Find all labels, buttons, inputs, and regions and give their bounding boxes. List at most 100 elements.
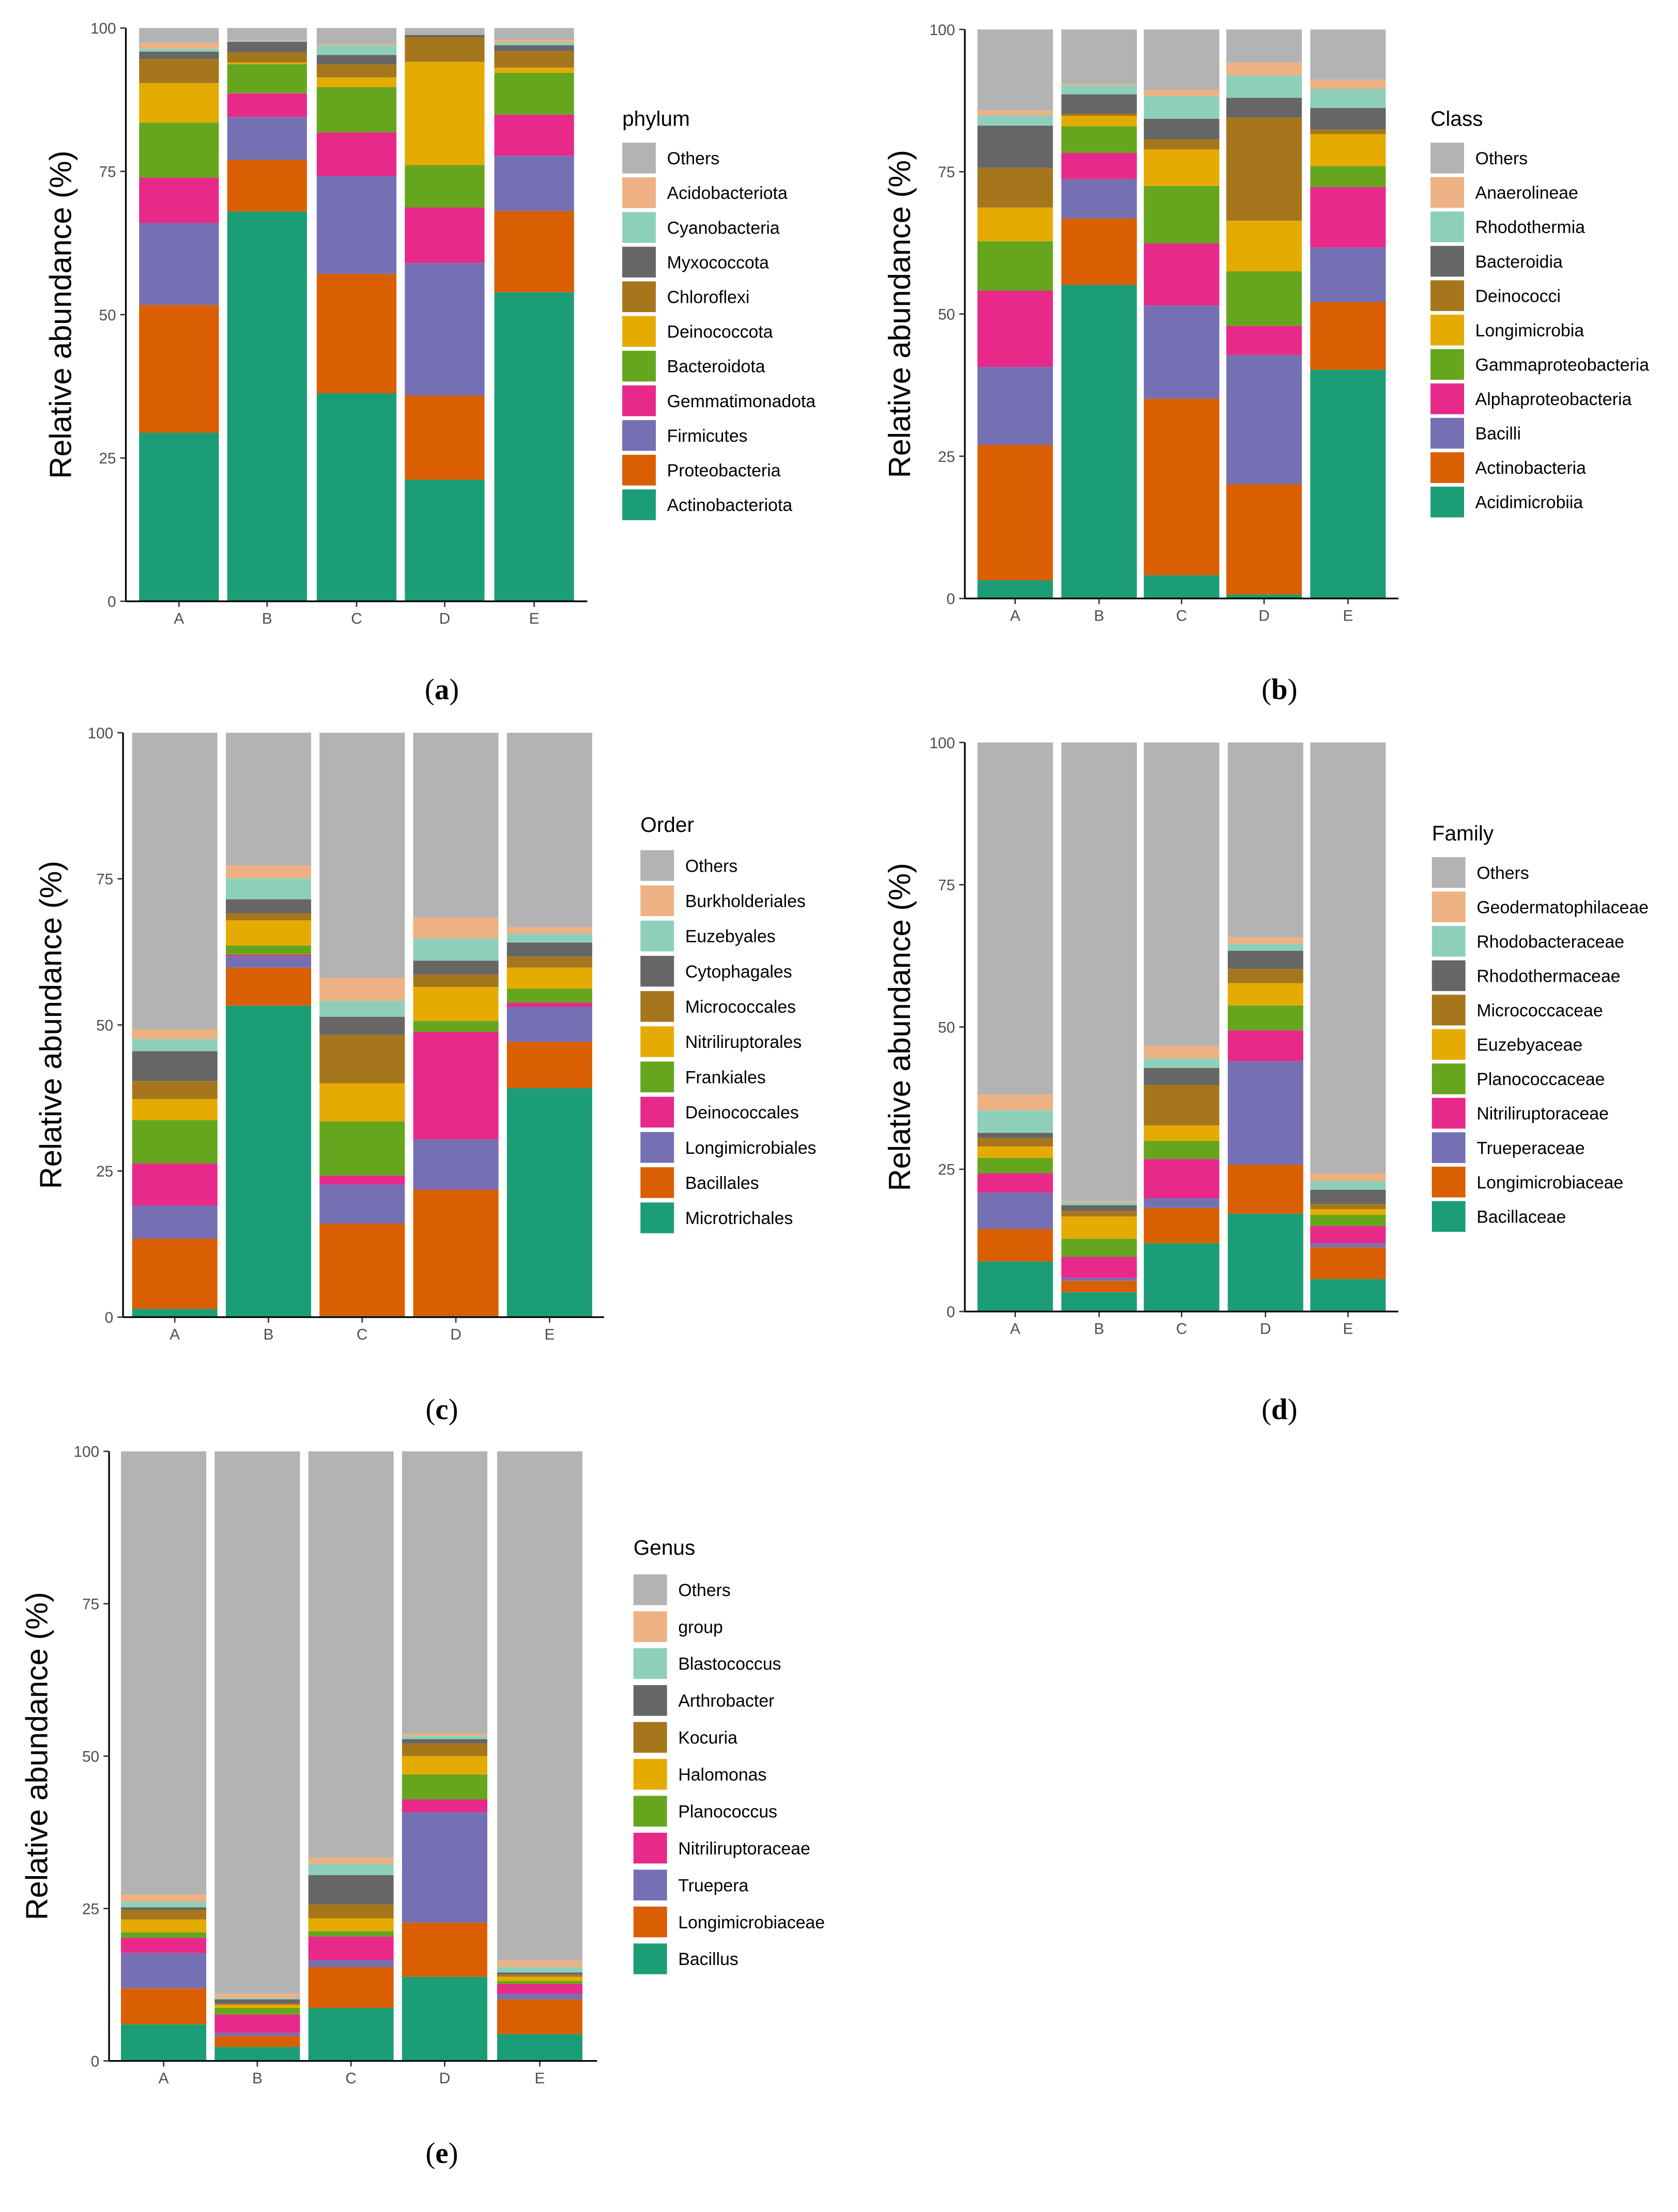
bar-segment-C-longimicrobiales — [319, 1184, 405, 1224]
bar-segment-A-longimicrobiales — [132, 1205, 218, 1239]
bar-segment-A-cyanobacteria — [139, 49, 219, 52]
bar-segment-D-actinobacteria — [1226, 484, 1302, 595]
bar-segment-B-acidimicrobiia — [1061, 285, 1137, 599]
bar-segment-B-deinococci — [1061, 113, 1137, 116]
bar-segment-D-longimicrobiaceae — [402, 1922, 487, 1977]
legend-label: Actinobacteriota — [667, 496, 793, 515]
bar-segment-A-rhodothermia — [977, 115, 1053, 126]
panel-caption: (d) — [1261, 1394, 1297, 1426]
legend-swatch — [640, 1167, 674, 1198]
legend-label: Bacillales — [685, 1173, 759, 1193]
legend-swatch — [1430, 314, 1465, 346]
legend-swatch — [622, 316, 656, 347]
legend-label: Bacilli — [1475, 424, 1521, 444]
bar-segment-A-rhodothermaceae — [977, 1133, 1053, 1138]
chart-panel-d: A B C D E 0 25 50 75 100 Relative abundance (%) Fam… — [882, 735, 1649, 1426]
y-axis-label: Relative abundance (%) — [34, 861, 68, 1189]
bar-segment-D-others — [402, 1451, 487, 1734]
bar-segment-C-halomonas — [308, 1918, 394, 1931]
bar-segment-A-nitriliruptoraceae — [977, 1173, 1053, 1193]
legend-label: Euzebyales — [685, 927, 776, 947]
bar-segment-D-planococcaceae — [1227, 1005, 1303, 1031]
legend-swatch — [622, 350, 656, 382]
legend-label: Micrococcales — [685, 997, 796, 1017]
panel-caption-letter: a — [435, 673, 449, 706]
legend-swatch — [1430, 245, 1465, 277]
legend-swatch — [1431, 1063, 1466, 1094]
bar-segment-A-others — [132, 733, 218, 1029]
legend-swatch — [640, 1096, 674, 1128]
legend: Genus Others group Blastococcus Arthrobacter… — [633, 1536, 825, 1974]
bar-segment-D-gammaproteobacteria — [1226, 271, 1302, 326]
bar-segment-C-acidobacteriota — [316, 44, 397, 45]
bar-segment-C-others — [1144, 29, 1220, 90]
bar-segment-B-deinococcota — [227, 62, 307, 65]
x-tick-label: E — [535, 2070, 545, 2087]
bar-segment-C-alphaproteobacteria — [1144, 243, 1220, 306]
panel-caption-letter: c — [435, 1394, 448, 1426]
legend-label: Gammaproteobacteria — [1475, 355, 1650, 375]
bar-segment-A-others — [977, 742, 1053, 1095]
y-tick-label: 50 — [938, 306, 955, 323]
bar-segment-B-trueperaceae — [1061, 1278, 1137, 1281]
legend-swatch — [1431, 857, 1466, 888]
bar-segment-D-kocuria — [402, 1743, 487, 1756]
bar-segment-B-kocuria — [214, 2003, 300, 2005]
bar-segment-C-bacilli — [1144, 305, 1220, 399]
bar-segment-C-proteobacteria — [316, 274, 397, 393]
legend-swatch — [640, 1202, 674, 1233]
bar-segment-E-longimicrobia — [1310, 134, 1386, 166]
legend-swatch — [1430, 452, 1465, 483]
legend-label: Truepera — [678, 1876, 748, 1895]
bar-segment-A-longimicrobiaceae — [977, 1229, 1053, 1262]
bar-segment-E-myxococcota — [494, 45, 574, 51]
bar-segment-E-planococcaceae — [1310, 1215, 1386, 1227]
bar-segment-D-geodermatophilaceae — [1227, 937, 1303, 944]
legend-swatch — [1430, 486, 1465, 518]
bar-segment-C-acidimicrobiia — [1144, 575, 1220, 599]
y-tick-label: 100 — [929, 735, 955, 752]
legend-swatch — [1430, 280, 1465, 311]
legend-label: Kocuria — [678, 1728, 737, 1748]
bar-segment-A-bacillus — [121, 2024, 207, 2061]
panel-caption: (b) — [1261, 673, 1297, 706]
bar-segment-A-truepera — [121, 1953, 207, 1989]
bar-segment-E-longimicrobiaceae — [497, 1999, 582, 2034]
bar-segment-D-euzebyales — [413, 938, 499, 961]
bar-segment-E-others — [1310, 742, 1386, 1173]
legend-title: Class — [1430, 107, 1483, 131]
legend-title: phylum — [622, 107, 690, 131]
bar-segment-C-longimicrobia — [1144, 149, 1220, 186]
legend-label: Rhodothermaceae — [1476, 966, 1620, 986]
bar-segment-D-alphaproteobacteria — [1226, 326, 1302, 355]
bar-segment-E-cyanobacteria — [494, 42, 574, 45]
legend-label: Longimicrobiaceae — [1476, 1173, 1623, 1193]
legend-label: Acidimicrobiia — [1475, 493, 1583, 513]
bar-segment-E-group — [497, 1960, 582, 1967]
chart-panel-c: A B C D E 0 25 50 75 100 Relative abundance (%) Ord… — [34, 725, 817, 1426]
legend-swatch — [1431, 891, 1466, 922]
bar-segment-B-bacteroidota — [227, 64, 307, 94]
bar-segment-E-acidimicrobiia — [1310, 369, 1386, 599]
y-tick-label: 0 — [107, 594, 116, 611]
x-tick-label: B — [1094, 608, 1104, 625]
legend-swatch — [633, 1832, 667, 1864]
bar-segment-C-others — [319, 733, 405, 978]
legend-swatch — [633, 1759, 667, 1790]
bar-segment-A-bacilli — [977, 367, 1053, 445]
bar-segment-A-longimicrobiaceae — [121, 1988, 207, 2024]
legend-swatch — [622, 420, 656, 451]
x-tick-label: B — [252, 2070, 263, 2087]
bar-segment-D-others — [1227, 742, 1303, 937]
legend-swatch — [640, 1132, 674, 1163]
bar-segment-B-planococcus — [214, 2007, 300, 2015]
bar-segment-B-longimicrobiaceae — [1061, 1280, 1137, 1292]
bar-segment-C-rhodobacteraceae — [1144, 1058, 1220, 1068]
bar-segment-D-anaerolineae — [1226, 62, 1302, 76]
bar-segment-E-others — [1310, 29, 1386, 80]
y-tick-label: 0 — [91, 2053, 100, 2070]
bar-segment-C-anaerolineae — [1144, 89, 1220, 96]
bar-segment-B-bacteroidia — [1061, 94, 1137, 114]
bar-segment-B-rhodothermia — [1061, 85, 1137, 95]
bar-segment-B-nitriliruptorales — [225, 920, 312, 946]
